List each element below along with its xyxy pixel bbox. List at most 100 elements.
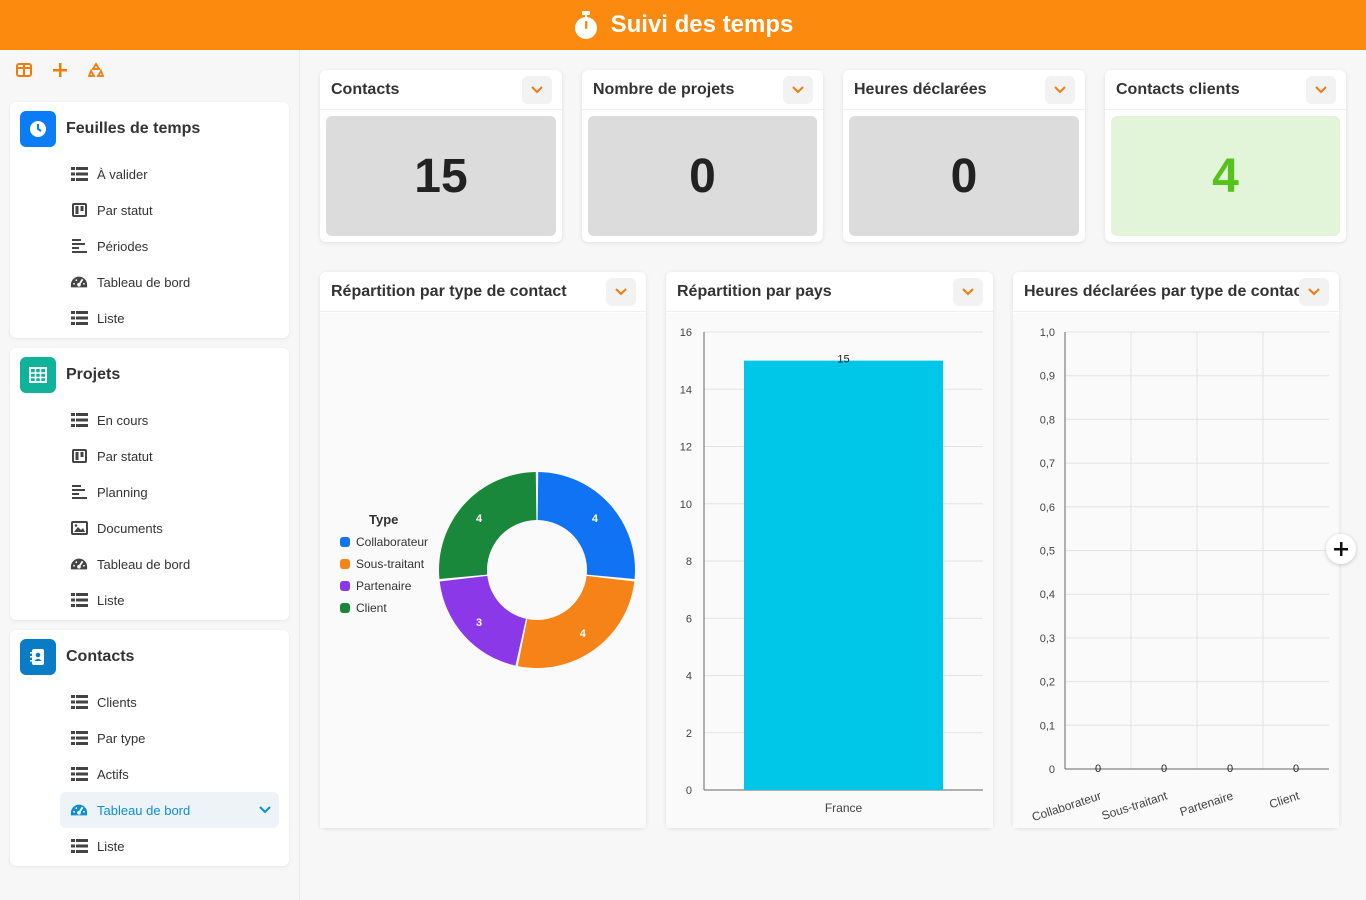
chart-card-repartition-par-pays: Répartition par pays 0 2 4 6 8 10 12 14 16 15 Fran…: [666, 272, 993, 828]
add-widget-button[interactable]: [1326, 534, 1356, 564]
kanban-icon: [70, 449, 88, 463]
card-title: Heures déclarées: [854, 80, 987, 98]
y-tick-label: 0,6: [1040, 502, 1055, 514]
sidebar: Feuilles de temps À valider Par statut P…: [0, 50, 300, 900]
dashboard-icon: [70, 803, 88, 817]
gantt-icon: [70, 239, 88, 253]
sidebar-item-label: Clients: [97, 694, 137, 710]
y-tick-label: 0: [686, 785, 692, 797]
section-header[interactable]: Contacts: [10, 630, 289, 684]
chevron-down-icon[interactable]: [1045, 75, 1075, 104]
y-tick-label: 10: [680, 499, 692, 511]
section-header[interactable]: Projets: [10, 348, 289, 402]
legend-item: Client: [356, 601, 387, 615]
sidebar-item-par-statut[interactable]: Par statut: [10, 438, 289, 474]
x-tick-label: Partenaire: [1178, 788, 1235, 819]
card-title: Répartition par pays: [677, 282, 832, 300]
chevron-down-icon[interactable]: [953, 277, 983, 306]
sidebar-item-liste[interactable]: Liste: [10, 300, 289, 336]
sidebar-item-planning[interactable]: Planning: [10, 474, 289, 510]
y-tick-label: 1,0: [1040, 327, 1055, 339]
plus-icon[interactable]: [46, 58, 74, 82]
donut-slice-label: 4: [476, 513, 483, 525]
bar-data-label: 0: [1161, 763, 1167, 775]
x-tick-label: France: [825, 801, 863, 815]
legend-swatch: [340, 581, 350, 591]
y-tick-label: 0,3: [1040, 633, 1055, 645]
y-tick-label: 2: [686, 728, 692, 740]
sidebar-item-label: Par type: [97, 730, 146, 746]
legend-item: Collaborateur: [356, 535, 428, 549]
section-header[interactable]: Feuilles de temps: [10, 102, 289, 156]
legend-item: Partenaire: [356, 579, 412, 593]
y-tick-label: 16: [680, 327, 692, 339]
chevron-down-icon[interactable]: [522, 75, 552, 104]
card-title: Contacts: [331, 80, 400, 98]
y-tick-label: 0,5: [1040, 546, 1055, 558]
image-icon: [70, 521, 88, 535]
donut-slice-label: 3: [476, 617, 482, 629]
chevron-down-icon[interactable]: [783, 75, 813, 104]
sidebar-item-label: Planning: [97, 484, 148, 500]
table-icon: [70, 767, 88, 781]
section-feuilles-de-temps: Feuilles de temps À valider Par statut P…: [10, 102, 289, 338]
sidebar-item-label: Par statut: [97, 448, 153, 464]
section-title: Projets: [66, 366, 121, 383]
legend-item: Sous-traitant: [356, 557, 425, 571]
donut-chart[interactable]: 4 4 3 4 Type Collaborateur Sous-traitant Parten…: [320, 313, 646, 828]
y-tick-label: 14: [680, 384, 692, 396]
sidebar-item-a-valider[interactable]: À valider: [10, 156, 289, 192]
chevron-down-icon[interactable]: [259, 802, 271, 817]
sidebar-item-en-cours[interactable]: En cours: [10, 402, 289, 438]
chevron-down-icon[interactable]: [606, 277, 636, 306]
sidebar-item-tableau-de-bord[interactable]: Tableau de bord: [10, 264, 289, 300]
x-tick-label: Sous-traitant: [1100, 788, 1170, 823]
card-title: Heures déclarées par type de contact: [1024, 282, 1299, 300]
y-tick-label: 0,8: [1040, 414, 1055, 426]
bar-data-label: 15: [837, 354, 849, 366]
y-tick-label: 12: [680, 442, 692, 454]
contact-book-icon: [20, 639, 56, 675]
table-icon: [70, 839, 88, 853]
card-title: Nombre de projets: [593, 80, 735, 98]
sidebar-item-label: Documents: [97, 520, 163, 536]
donut-slice-partenaire: [439, 575, 526, 666]
hours-bar-chart[interactable]: 0 0,1 0,2 0,3 0,4 0,5 0,6 0,7 0,8 0,9 1,0 0 Collabor…: [1013, 313, 1339, 828]
sidebar-item-tableau-de-bord[interactable]: Tableau de bord: [10, 546, 289, 582]
columns-icon[interactable]: [10, 58, 38, 82]
kpi-value: 0: [588, 116, 817, 236]
donut-slice-label: 4: [592, 513, 599, 525]
gantt-icon: [70, 485, 88, 499]
sidebar-item-documents[interactable]: Documents: [10, 510, 289, 546]
bar-france: [744, 360, 943, 790]
sidebar-item-periodes[interactable]: Périodes: [10, 228, 289, 264]
y-tick-label: 0: [1049, 764, 1055, 776]
legend-swatch: [340, 559, 350, 569]
section-title: Feuilles de temps: [66, 120, 201, 137]
sidebar-item-actifs[interactable]: Actifs: [10, 756, 289, 792]
chevron-down-icon[interactable]: [1306, 75, 1336, 104]
y-tick-label: 0,1: [1040, 720, 1055, 732]
sidebar-item-tableau-de-bord-active[interactable]: Tableau de bord: [60, 792, 279, 828]
table-icon: [70, 731, 88, 745]
clock-icon: [20, 111, 56, 147]
sidebar-item-par-statut[interactable]: Par statut: [10, 192, 289, 228]
sidebar-item-par-type[interactable]: Par type: [10, 720, 289, 756]
card-title: Répartition par type de contact: [331, 282, 567, 300]
y-tick-label: 0,4: [1040, 589, 1055, 601]
sidebar-item-label: Liste: [97, 838, 125, 854]
y-tick-label: 0,7: [1040, 458, 1055, 470]
legend-swatch: [340, 537, 350, 547]
chevron-down-icon[interactable]: [1299, 277, 1329, 306]
sidebar-item-label: Liste: [97, 310, 125, 326]
recycle-icon[interactable]: [82, 58, 110, 82]
bar-data-label: 0: [1227, 763, 1233, 775]
sidebar-item-liste[interactable]: Liste: [10, 828, 289, 864]
kpi-value: 0: [849, 116, 1079, 236]
chart-card-type-de-contact: Répartition par type de contact 4 4 3 4 Type…: [320, 272, 646, 828]
table-icon: [70, 593, 88, 607]
card-title: Contacts clients: [1116, 80, 1240, 98]
country-bar-chart[interactable]: 0 2 4 6 8 10 12 14 16 15 France: [666, 313, 993, 828]
sidebar-item-clients[interactable]: Clients: [10, 684, 289, 720]
sidebar-item-liste[interactable]: Liste: [10, 582, 289, 618]
